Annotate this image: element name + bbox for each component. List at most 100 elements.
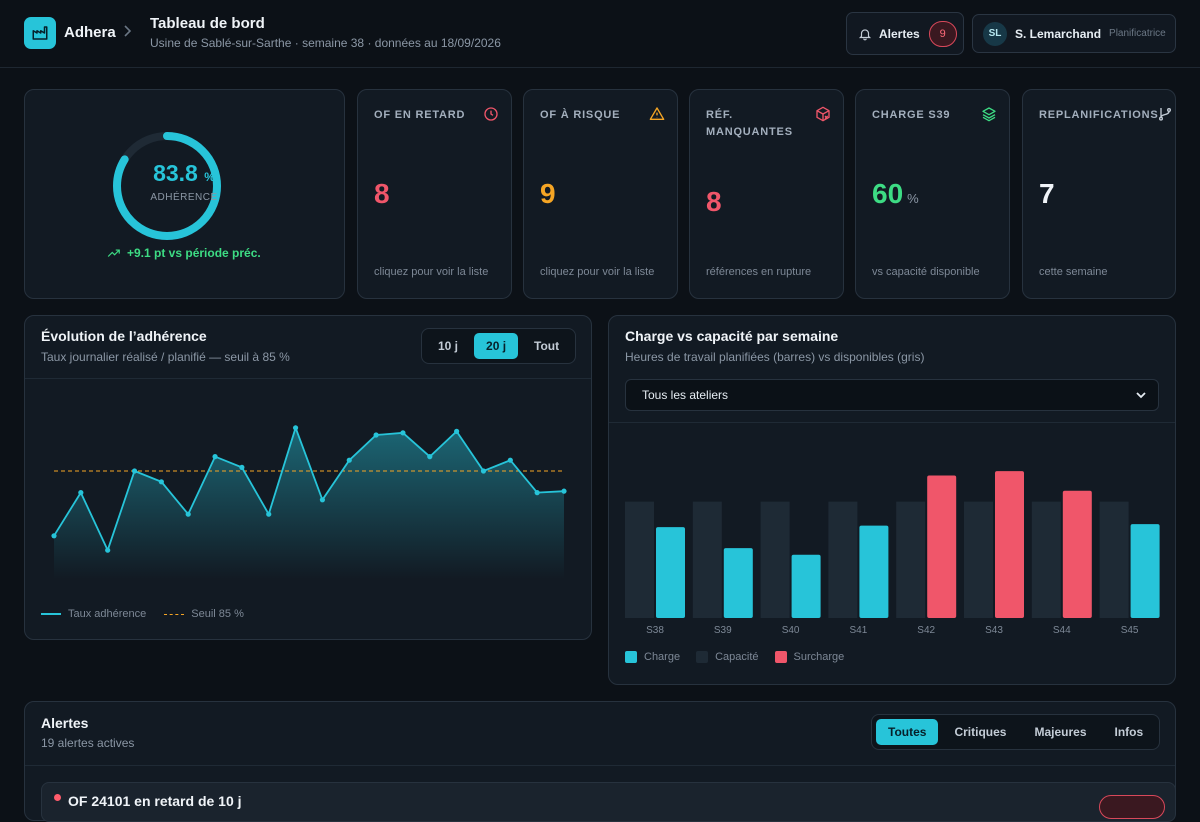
page-title: Tableau de bord	[150, 15, 265, 32]
severity-badge	[1099, 795, 1165, 819]
chevron-down-icon	[1136, 392, 1146, 399]
kpi-footer: cliquez pour voir la liste	[540, 266, 655, 278]
panel-subtitle: Taux journalier réalisé / planifié — seu…	[41, 350, 290, 364]
tab-major[interactable]: Majeures	[1034, 725, 1087, 739]
range-all-button[interactable]: Tout	[534, 339, 560, 353]
x-tick-label: S40	[782, 625, 800, 636]
adherence-legend: Taux adhérence Seuil 85 %	[41, 608, 244, 620]
clock-icon	[484, 107, 498, 121]
data-point	[131, 468, 138, 474]
legend-load: Charge	[625, 651, 680, 663]
data-point	[561, 488, 567, 494]
adherence-label: ADHÉRENCE	[150, 192, 218, 203]
data-point	[534, 490, 540, 496]
data-point	[454, 428, 460, 434]
divider	[609, 422, 1175, 423]
user-name: S. Lemarchand	[1015, 26, 1102, 41]
alerts-count-badge: 9	[928, 20, 957, 47]
capacity-bar	[896, 501, 926, 618]
data-point	[346, 457, 352, 463]
workshop-select[interactable]: Tous les ateliers	[625, 379, 1159, 411]
kpi-title: RÉF. MANQUANTES	[706, 109, 793, 138]
range-10d-button[interactable]: 10 j	[438, 339, 459, 353]
x-tick-label: S42	[917, 625, 935, 636]
data-point	[185, 511, 191, 517]
x-tick-label: S39	[714, 625, 732, 636]
adherence-chart-panel: Évolution de l’adhérence Taux journalier…	[24, 315, 592, 640]
critical-dot-icon	[54, 794, 61, 801]
adherence-value: 83.8 %	[153, 160, 215, 186]
panel-title: Évolution de l’adhérence	[41, 328, 207, 344]
tab-critical[interactable]: Critiques	[954, 725, 1007, 739]
kpi-title: OF EN RETARD	[374, 109, 466, 121]
trending-up-icon	[107, 249, 120, 257]
load-bar	[656, 527, 685, 618]
data-point	[105, 547, 111, 553]
adherence-trend: +9.1 pt vs période préc.	[107, 246, 261, 260]
data-point	[373, 432, 379, 438]
kpi-value: 60%	[872, 178, 919, 209]
kpi-card-at-risk-orders[interactable]: OF À RISQUE 9 cliquez pour voir la liste	[523, 89, 678, 299]
warning-icon	[649, 107, 665, 120]
kpi-value: 8	[706, 186, 722, 217]
capacity-bar	[1031, 501, 1061, 618]
kpi-title: REPLANIFICATIONS	[1039, 109, 1159, 121]
x-tick-label: S43	[985, 625, 1003, 636]
overload-bar	[995, 471, 1024, 618]
panel-title: Alertes	[41, 715, 89, 731]
chevron-right-icon	[122, 24, 132, 42]
legend-overload: Surcharge	[774, 651, 844, 663]
capacity-bar	[1099, 501, 1129, 618]
kpi-card-late-orders[interactable]: OF EN RETARD 8 cliquez pour voir la list…	[357, 89, 512, 299]
git-branch-icon	[1159, 108, 1171, 121]
data-point	[400, 430, 406, 436]
load-bar	[723, 548, 753, 618]
data-point	[78, 490, 84, 496]
data-point	[427, 454, 433, 460]
data-point	[212, 454, 218, 460]
data-point	[507, 457, 513, 463]
factory-logo-icon[interactable]	[24, 17, 56, 49]
kpi-card-load-s39[interactable]: CHARGE S39 60% vs capacité disponible	[855, 89, 1010, 299]
alerts-button[interactable]: Alertes 9	[846, 12, 964, 55]
panel-subtitle: Heures de travail planifiées (barres) vs…	[625, 350, 925, 364]
load-chart-panel: Charge vs capacité par semaine Heures de…	[608, 315, 1176, 685]
alert-row[interactable]: OF 24101 en retard de 10 j	[41, 782, 1176, 822]
kpi-value: 7	[1039, 178, 1055, 209]
data-point	[158, 479, 164, 485]
range-toggle: 10 j 20 j Tout	[421, 328, 577, 364]
panel-title: Charge vs capacité par semaine	[625, 328, 839, 344]
load-legend: Charge Capacité Surcharge	[625, 651, 844, 663]
kpi-card-missing-refs[interactable]: RÉF. MANQUANTES 8 références en rupture	[689, 89, 844, 299]
alerts-button-label: Alertes	[879, 26, 920, 41]
capacity-bar	[692, 501, 722, 618]
kpi-footer: références en rupture	[706, 266, 812, 278]
divider	[25, 765, 1175, 766]
data-point	[51, 533, 57, 539]
alerts-panel: Alertes 19 alertes actives Toutes Critiq…	[24, 701, 1176, 822]
range-20d-button[interactable]: 20 j	[474, 333, 519, 359]
data-point	[239, 464, 245, 470]
divider	[25, 378, 591, 379]
user-role: Planificatrice	[1109, 28, 1166, 39]
adherence-area	[54, 427, 564, 579]
tab-info[interactable]: Infos	[1114, 725, 1144, 739]
app-name[interactable]: Adhera	[64, 24, 116, 41]
kpi-card-replanning[interactable]: REPLANIFICATIONS 7 cette semaine	[1022, 89, 1176, 299]
overload-bar	[927, 475, 957, 618]
data-point	[266, 511, 272, 517]
tab-all[interactable]: Toutes	[876, 719, 939, 745]
x-tick-label: S41	[850, 625, 868, 636]
legend-rate: Taux adhérence	[41, 608, 146, 620]
data-point	[319, 497, 326, 503]
load-bar	[859, 525, 889, 618]
layers-icon	[982, 107, 996, 122]
top-bar: Adhera Tableau de bord Usine de Sablé-su…	[0, 0, 1200, 68]
user-menu[interactable]: SL S. Lemarchand Planificatrice	[972, 14, 1176, 53]
bell-icon	[858, 28, 872, 40]
data-point	[480, 468, 487, 474]
x-tick-label: S45	[1121, 625, 1139, 636]
load-bar	[791, 554, 821, 618]
adherence-line-chart	[51, 425, 567, 579]
kpi-footer: cliquez pour voir la liste	[374, 266, 489, 278]
